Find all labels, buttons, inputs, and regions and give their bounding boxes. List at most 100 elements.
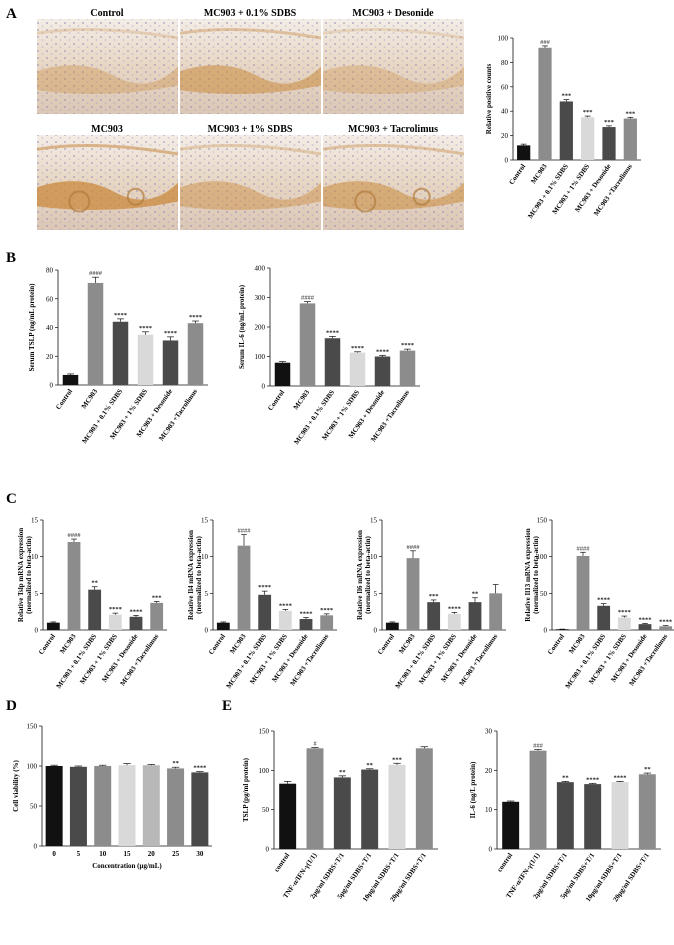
significance-label: **** <box>614 774 627 781</box>
panel-letter-c: C <box>6 491 17 507</box>
bar <box>489 593 503 630</box>
y-tick-label: 100 <box>537 553 548 561</box>
y-tick-label: 300 <box>255 294 266 302</box>
y-tick-label: 150 <box>537 517 548 525</box>
bar <box>88 589 102 630</box>
bar <box>112 321 129 385</box>
category-label: MC903 + 1% SDBS <box>248 632 289 685</box>
significance-label: **** <box>586 776 599 783</box>
bar <box>87 282 104 385</box>
significance-label: *** <box>604 119 614 126</box>
significance-label: **** <box>258 584 271 591</box>
y-axis-label: TSLP (pg/ml protein) <box>242 757 250 822</box>
y-tick-label: 50 <box>30 803 38 811</box>
significance-label: ** <box>472 591 479 598</box>
y-tick-label: 50 <box>262 806 270 814</box>
y-tick-label: 0 <box>489 846 493 854</box>
bar <box>216 622 230 630</box>
y-tick-label: 100 <box>498 35 509 43</box>
y-tick-label: 0 <box>205 627 209 635</box>
bar <box>447 613 461 630</box>
category-label: 20 <box>148 850 156 858</box>
significance-label: #### <box>89 270 103 277</box>
category-label: MC903 +Tacrolimus <box>458 632 500 687</box>
category-label: Control <box>507 163 527 187</box>
significance-label: **** <box>351 345 364 352</box>
y-axis-label: Cell viability (%) <box>12 759 20 811</box>
significance-label: **** <box>618 609 631 616</box>
bar <box>278 610 292 630</box>
category-label: 25 <box>172 850 180 858</box>
bar <box>529 750 547 849</box>
bar <box>118 765 136 846</box>
significance-label: #### <box>238 528 252 535</box>
category-label: Control <box>54 388 74 412</box>
micrograph-image <box>179 135 322 230</box>
category-label: MC903 +Tacrolimus <box>592 162 634 217</box>
bar <box>333 777 351 849</box>
micrograph-image <box>36 135 179 230</box>
significance-label: ** <box>172 760 179 767</box>
y-axis-label: Serum TSLP (ng/mL protein) <box>28 283 36 372</box>
y-tick-label: 200 <box>255 324 266 332</box>
bar <box>638 774 656 849</box>
chart-relative-positive-counts: 0 20 40 60 80 100 Relative positive counts Cont… <box>485 35 641 220</box>
bar <box>320 615 334 630</box>
significance-label: ### <box>540 39 551 46</box>
y-tick-label: 400 <box>255 265 266 273</box>
significance-label: #### <box>68 532 82 539</box>
category-label: control <box>496 852 515 874</box>
category-label: Control <box>376 633 396 657</box>
panel-letter-e: E <box>222 698 232 714</box>
bar <box>602 127 616 160</box>
category-label: MC903 + 1% SDBS <box>417 632 458 685</box>
x-axis-label: Concentration (μg/mL) <box>92 862 162 870</box>
bar <box>597 605 611 630</box>
y-tick-label: 5 <box>374 590 378 598</box>
bar <box>555 629 569 630</box>
bar <box>559 101 573 160</box>
bar <box>617 617 631 630</box>
bar <box>187 323 204 385</box>
category-label: 0 <box>52 850 56 858</box>
y-tick-label: 0 <box>374 627 378 635</box>
significance-label: **** <box>300 611 313 618</box>
panel-letter-d: D <box>6 698 17 714</box>
y-tick-label: 100 <box>27 763 38 771</box>
y-axis-label: Relative Il13 mRNA expression(normalized… <box>524 528 540 621</box>
bar <box>129 616 143 630</box>
chart-il6-mrna: 0 5 10 15 Relative Il6 mRNA expression(norma… <box>356 517 506 690</box>
bar <box>299 619 313 630</box>
category-label: MC903 <box>80 387 100 410</box>
chart-tslp-mrna: 0 5 10 15 Relative Tslp mRNA expression(norm… <box>17 517 167 690</box>
bar <box>67 542 81 630</box>
category-label: MC903 + 1% SDBS <box>78 632 119 685</box>
y-tick-label: 0 <box>262 383 266 391</box>
category-label: MC903 <box>292 388 312 411</box>
bar <box>374 356 391 386</box>
significance-label: ### <box>533 742 544 749</box>
bar <box>45 766 63 846</box>
y-tick-label: 0 <box>35 627 39 635</box>
micrograph-label-mc903-01-sdbs: MC903 + 0.1% SDBS <box>204 8 297 19</box>
significance-label: #### <box>577 545 591 552</box>
category-label: MC903 +Tacrolimus <box>628 632 670 687</box>
y-axis-label: IL-6 (ng/L protein) <box>469 761 477 818</box>
y-tick-label: 10 <box>370 553 378 561</box>
y-tick-label: 80 <box>46 267 54 275</box>
category-label: Control <box>546 633 566 657</box>
category-label: Control <box>207 633 227 657</box>
bar <box>623 118 637 160</box>
y-axis-label: Relative Tslp mRNA expression(normalized… <box>17 528 33 622</box>
micrograph-label-control: Control <box>90 8 123 19</box>
bar <box>517 145 531 160</box>
bar <box>468 602 482 630</box>
bar <box>46 622 60 630</box>
significance-label: **** <box>114 312 127 319</box>
y-tick-label: 0 <box>505 157 509 165</box>
y-axis-label: Relative Il6 mRNA expression(normalized … <box>356 530 372 620</box>
y-tick-label: 5 <box>35 590 39 598</box>
bar <box>538 47 552 161</box>
